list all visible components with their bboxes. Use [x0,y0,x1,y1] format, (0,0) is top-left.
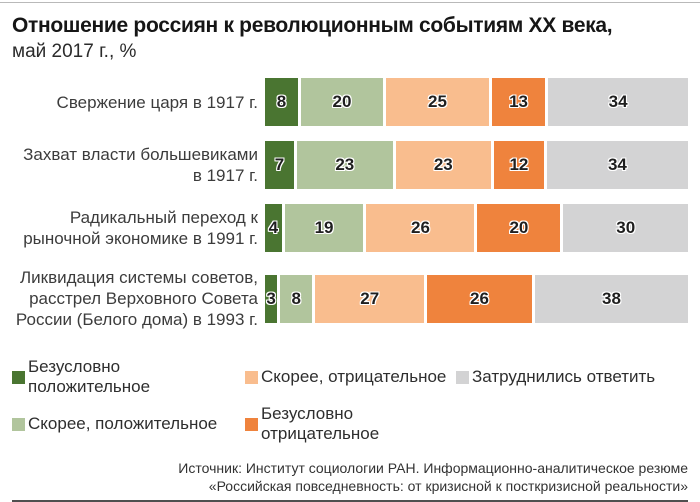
legend-item: Скорее, отрицательное [245,357,456,397]
chart-header: Отношение россиян к революционным событи… [12,13,688,64]
bar-segment: 34 [546,141,688,189]
stacked-bar: 3 8 27 26 38 [265,274,689,323]
segment-value: 27 [360,288,380,308]
source-line-1: Источник: Институт социологии РАН. Инфор… [178,460,688,476]
segment-value: 26 [470,288,489,308]
bar-segment: 8 [280,274,313,323]
segment-value: 23 [335,155,355,174]
category-label: Свержение царя в 1917 г. [56,92,258,112]
category-label: Ликвидация системы советов, расстрел Вер… [15,268,258,329]
segment-value: 30 [616,218,636,237]
segment-value: 34 [607,155,627,174]
stacked-bar: 4 19 26 20 30 [265,204,688,252]
bar-segment: 4 [265,204,282,252]
legend-swatch-icon [245,370,258,384]
legend-label: Безусловно положительное [28,357,151,396]
segment-value: 25 [427,92,447,111]
segment-value: 8 [291,288,301,308]
chart-row: Ликвидация системы советов, расстрел Вер… [12,267,689,330]
segment-value: 3 [266,288,276,308]
bar-segment: 19 [284,204,364,252]
chart-legend: Безусловно положительное Скорее, положите… [12,357,688,444]
legend-label: Скорее, отрицательное [261,367,447,386]
legend-swatch-icon [245,417,258,431]
bar-segment: 20 [300,78,384,126]
bar-segment: 30 [563,204,688,252]
bar-segment: 8 [265,78,298,126]
segment-value: 26 [410,218,430,237]
legend-label: Скорее, положительное [28,414,218,433]
chart-row: Захват власти большевиками в 1917 г. 7 23 2… [12,141,688,189]
legend-item: Безусловно положительное [12,357,245,397]
bar-segment: 34 [548,78,688,126]
category-label: Радикальный переход к рыночной экономике… [23,208,258,248]
source-note: Источник: Институт социологии РАН. Инфор… [12,459,688,495]
bar-segment: 3 [265,274,278,323]
legend-label: Затруднились ответить [472,367,656,386]
segment-value: 4 [268,218,279,237]
legend-swatch-icon [456,370,469,384]
segment-value: 23 [433,155,453,174]
bar-segment: 12 [494,141,544,189]
bar-segment: 27 [315,274,425,323]
segment-value: 20 [509,218,529,237]
chart-title: Отношение россиян к революционным событи… [12,14,613,37]
chart-row: Свержение царя в 1917 г. 8 20 25 13 34 [12,78,688,126]
legend-item: Безусловно отрицательное [245,404,456,444]
bar-segment: 25 [386,78,489,126]
legend-swatch-icon [12,417,25,431]
segment-value: 13 [509,92,528,111]
segment-value: 7 [274,155,285,174]
source-line-2: «Российская повседневность: от кризисной… [208,478,688,494]
chart-rows: Свержение царя в 1917 г. 8 20 25 13 34 Захват … [12,78,689,330]
chart-subtitle: май 2017 г., % [12,41,137,62]
segment-value: 20 [332,92,352,111]
bar-segment: 20 [477,204,561,252]
stacked-bar-chart: Свержение царя в 1917 г. 8 20 25 13 34 Захват … [12,78,689,330]
segment-value: 34 [608,92,628,111]
stacked-bar: 7 23 23 12 34 [265,141,688,189]
legend-swatch-icon [12,370,25,384]
stacked-bar: 8 20 25 13 34 [265,78,688,126]
bar-segment: 38 [534,274,689,323]
chart-row: Радикальный переход к рыночной экономике… [12,204,688,252]
segment-value: 19 [314,218,334,237]
segment-value: 38 [601,288,621,308]
legend-item: Затруднились ответить [456,357,688,397]
bar-segment: 26 [427,274,532,323]
segment-value: 8 [276,92,287,111]
legend-label: Безусловно отрицательное [261,404,380,443]
segment-value: 12 [509,155,529,174]
category-label: Захват власти большевиками в 1917 г. [23,145,258,185]
bar-segment: 13 [491,78,546,126]
bar-segment: 23 [395,141,492,189]
bar-segment: 7 [265,141,295,189]
bar-segment: 23 [297,141,393,189]
legend-item: Скорее, положительное [12,404,245,444]
bar-segment: 26 [366,204,475,252]
